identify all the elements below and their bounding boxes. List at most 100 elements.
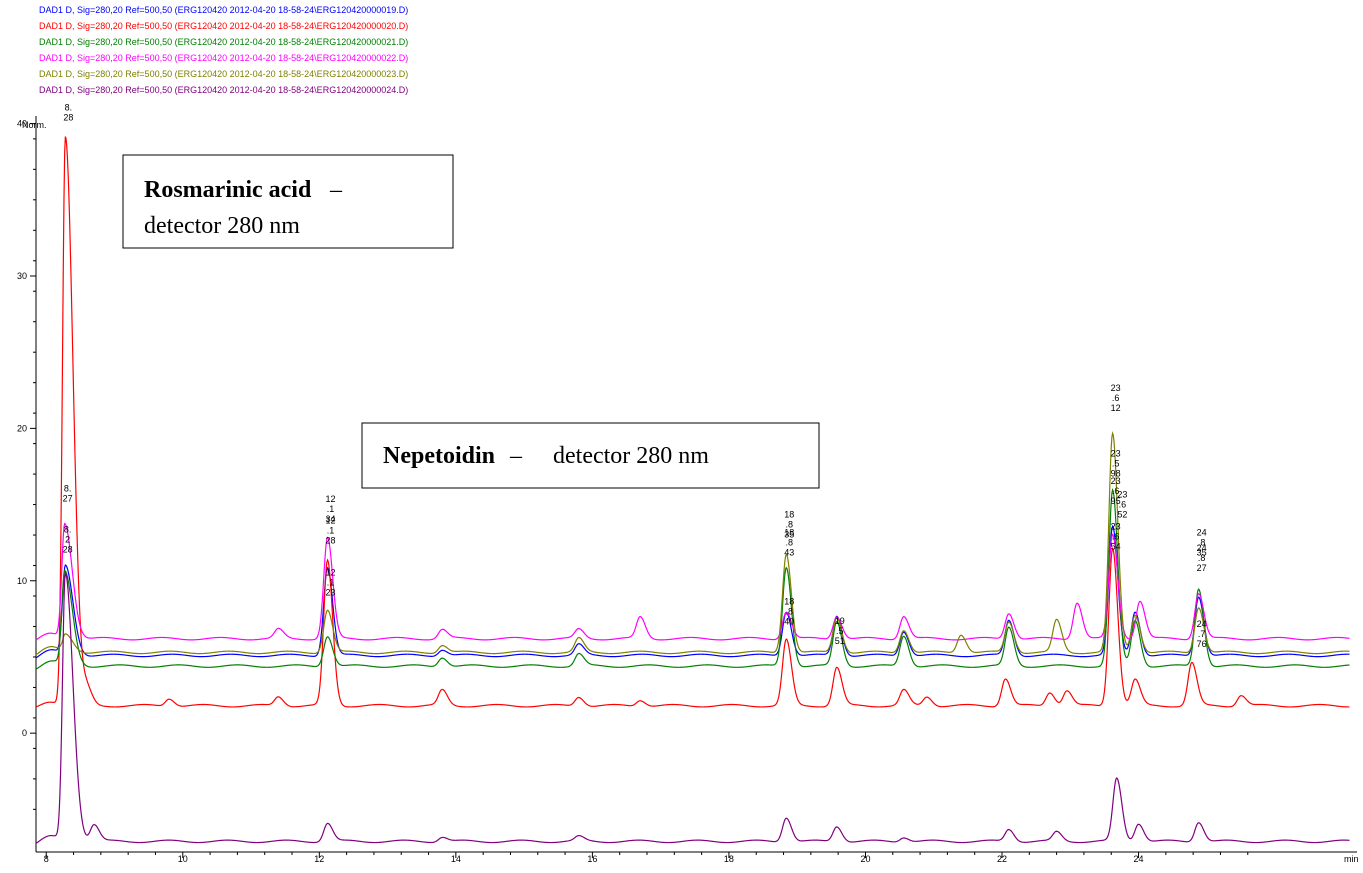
x-tick-label: 14 [451, 854, 461, 864]
peak-label-text: 12.1 34 [325, 494, 335, 524]
nepetoidin-callout-box [361, 422, 820, 489]
series-line [35, 488, 1350, 670]
peak-label-text: 8. 28 [63, 103, 73, 123]
peak-label-line: 2 [65, 535, 70, 545]
y-tick-label: 0 [22, 728, 27, 738]
legend-entry: DAD1 D, Sig=280,20 Ref=500,50 (ERG120420… [39, 85, 408, 95]
y-tick-label: 20 [17, 423, 27, 433]
nepetoidin-callout-dash: – [509, 443, 523, 469]
peak-label-line: .1 [327, 504, 335, 514]
peak-label: 23.5 98 [1111, 448, 1121, 478]
peak-label: 8. 28 [63, 103, 73, 123]
x-tick-label: 22 [997, 854, 1007, 864]
peak-label-line: 23 [1117, 490, 1127, 500]
series-line [35, 522, 1350, 641]
peak-label: 18.8 35 [784, 509, 794, 539]
nepetoidin-callout: Nepetoidin – detector 280 nm [361, 422, 820, 489]
peak-label: 18.8 40 [784, 596, 794, 626]
peak-label-line: 8. [64, 525, 72, 535]
peak-label-line: 23 [325, 587, 335, 597]
peak-label-line: .8 [786, 606, 794, 616]
peak-label-line: 12 [325, 494, 335, 504]
peak-label: 19.5 51 [835, 616, 845, 646]
peak-label-line: 51 [835, 636, 845, 646]
peak-label-line: .6 [1112, 486, 1120, 496]
peak-label-line: 27 [1197, 563, 1207, 573]
peak-label: 23.6 95 [1111, 476, 1121, 506]
peak-label-line: 27 [63, 494, 73, 504]
peak-label-line: 28 [63, 545, 73, 555]
series-line [35, 430, 1350, 656]
peak-label-line: 12 [1111, 403, 1121, 413]
peak-label-line: 52 [1117, 510, 1127, 520]
x-tick-label: 12 [314, 854, 324, 864]
peak-label-line: 95 [1111, 496, 1121, 506]
peak-label-line: 8. [65, 103, 73, 113]
legend: DAD1 D, Sig=280,20 Ref=500,50 (ERG120420… [39, 5, 408, 95]
peak-label-line: .8 [786, 519, 794, 529]
peak-label-line: 12 [325, 516, 335, 526]
rosmarinic-callout: Rosmarinic acid – detector 280 nm [122, 154, 454, 249]
peak-label-line: 12 [325, 567, 335, 577]
legend-entry: DAD1 D, Sig=280,20 Ref=500,50 (ERG120420… [39, 69, 408, 79]
peak-label: 24.8 35 [1197, 528, 1207, 558]
peak-label-text: 24.7 76 [1197, 619, 1207, 649]
peak-label-line: 98 [1111, 468, 1121, 478]
peak-label-line: 35 [784, 529, 794, 539]
peak-label: 18.8 43 [784, 528, 794, 558]
peak-label-text: 19.5 51 [835, 616, 845, 646]
peak-label: 23.6 52 [1117, 490, 1127, 520]
peak-label: 24.7 76 [1197, 619, 1207, 649]
peak-label-line: .1 [327, 526, 335, 536]
y-axis-label: Norm. [22, 120, 47, 130]
peak-label-line: .1 [327, 577, 335, 587]
peak-label-line: 23 [1111, 476, 1121, 486]
rosmarinic-callout-title: Rosmarinic acid [144, 177, 312, 203]
legend-entry: DAD1 D, Sig=280,20 Ref=500,50 (ERG120420… [39, 53, 408, 63]
peak-label-text: 24.8 27 [1197, 543, 1207, 573]
peak-label-line: .8 [786, 538, 794, 548]
peak-label-line: 23 [1111, 522, 1121, 532]
peak-label-text: 18.8 35 [784, 509, 794, 539]
x-tick-label: 18 [724, 854, 734, 864]
peak-label-text: 23.6 54 [1111, 522, 1121, 552]
rosmarinic-callout-dash: – [329, 177, 343, 203]
peak-label-line: 18 [784, 509, 794, 519]
peak-label-line: 43 [784, 548, 794, 558]
peak-label-line: 23 [1111, 383, 1121, 393]
peak-label-text: 23.6 12 [1111, 383, 1121, 413]
peak-label-line: 8. [64, 484, 72, 494]
peak-label-line: 28 [325, 536, 335, 546]
peak-label-line: 18 [784, 528, 794, 538]
peak-label-line: .6 [1119, 500, 1127, 510]
y-tick-label: 30 [17, 271, 27, 281]
peak-label-text: 23.5 98 [1111, 448, 1121, 478]
x-tick-label: 8 [44, 854, 49, 864]
x-axis-label: min [1344, 854, 1359, 864]
x-tick-label: 20 [860, 854, 870, 864]
nepetoidin-callout-title: Nepetoidin [383, 443, 495, 469]
peak-label: 12.1 23 [325, 567, 335, 597]
peak-label-text: 23.6 95 [1111, 476, 1121, 506]
series-line [35, 136, 1350, 708]
peak-label-line: 23 [1111, 448, 1121, 458]
peak-label-line: .8 [1198, 553, 1206, 563]
series-line [35, 571, 1350, 844]
y-tick-label: 40 [17, 119, 27, 129]
x-tick-label: 10 [178, 854, 188, 864]
peak-label-line: 24 [1197, 619, 1207, 629]
rosmarinic-callout-body: detector 280 nm [144, 213, 300, 239]
legend-entry: DAD1 D, Sig=280,20 Ref=500,50 (ERG120420… [39, 21, 408, 31]
nepetoidin-callout-body: detector 280 nm [553, 443, 709, 469]
peak-label-text: 8. 27 [63, 484, 73, 504]
peak-label-line: .6 [1112, 532, 1120, 542]
peak-label: 24.8 27 [1197, 543, 1207, 573]
peak-label: 12.1 28 [325, 516, 335, 546]
peak-label-text: 18.8 40 [784, 596, 794, 626]
peak-label: 8. 27 [63, 484, 73, 504]
peak-label-text: 12.1 28 [325, 516, 335, 546]
peak-label-line: .6 [1112, 393, 1120, 403]
peak-label: 12.1 34 [325, 494, 335, 524]
peak-label: 8. 2 28 [63, 525, 73, 555]
